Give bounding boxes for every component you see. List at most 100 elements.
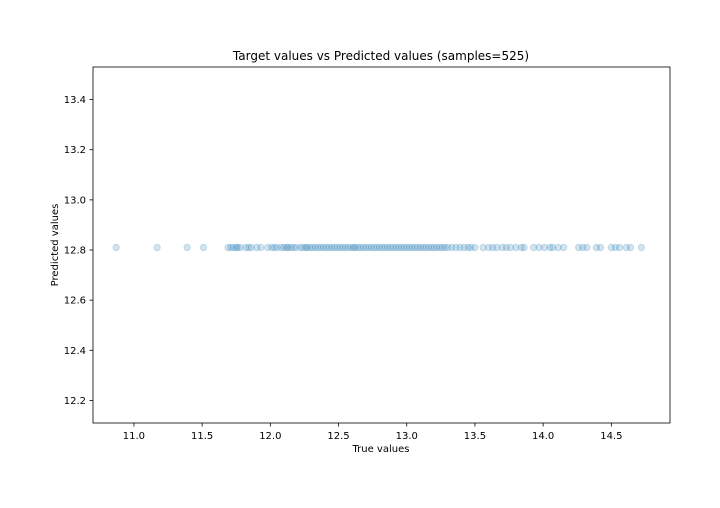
data-point <box>359 243 367 252</box>
data-point <box>338 243 347 252</box>
y-tick-label: 12.8 <box>64 246 86 257</box>
data-point <box>224 243 232 252</box>
data-point <box>351 243 359 252</box>
data-point <box>233 243 242 252</box>
data-point <box>554 243 562 252</box>
data-point <box>392 243 400 252</box>
data-point <box>512 243 520 252</box>
data-point <box>263 243 272 252</box>
data-point <box>347 243 355 252</box>
data-point <box>456 243 464 252</box>
y-axis: 12.2 12.4 12.6 12.8 13.0 13.2 13.4 <box>64 95 93 407</box>
data-point <box>289 243 298 252</box>
data-point <box>314 243 322 252</box>
data-point <box>232 243 240 252</box>
data-point <box>626 243 635 252</box>
data-point <box>427 243 435 252</box>
data-point <box>386 243 395 252</box>
data-point <box>411 243 419 252</box>
data-point <box>596 243 605 252</box>
data-point <box>438 243 446 252</box>
data-point <box>413 243 422 252</box>
data-point <box>112 243 120 252</box>
data-point <box>362 243 370 252</box>
data-point <box>325 243 333 252</box>
data-point <box>574 243 583 252</box>
data-point <box>448 243 456 252</box>
data-point <box>535 243 543 252</box>
data-point <box>306 243 314 252</box>
data-point <box>311 243 320 252</box>
data-point <box>284 243 292 252</box>
data-point <box>344 243 352 252</box>
data-point <box>287 243 295 252</box>
data-point <box>367 243 375 252</box>
data-point <box>397 243 405 252</box>
data-point <box>452 243 460 252</box>
data-point <box>433 243 441 252</box>
data-point <box>277 243 285 252</box>
x-tick-label: 13.0 <box>396 431 418 442</box>
data-point <box>244 243 253 252</box>
data-point <box>637 243 646 252</box>
data-point <box>529 243 538 252</box>
data-point <box>517 243 526 252</box>
data-point <box>408 243 416 252</box>
data-point <box>419 243 427 252</box>
data-point <box>403 243 411 252</box>
data-point <box>471 243 479 252</box>
data-point <box>607 243 616 252</box>
data-point <box>424 243 433 252</box>
data-point <box>356 243 365 252</box>
data-point <box>299 243 307 252</box>
x-tick-label: 11.0 <box>123 431 145 442</box>
data-point <box>484 243 493 252</box>
data-point <box>328 243 336 252</box>
data-point <box>373 243 381 252</box>
data-point <box>615 243 624 252</box>
data-point <box>273 243 281 252</box>
data-point <box>416 243 425 252</box>
data-point <box>270 243 279 252</box>
data-point <box>579 243 587 252</box>
data-point <box>349 243 358 252</box>
data-point <box>506 243 515 252</box>
data-point <box>252 243 261 252</box>
y-axis-label: Predicted values <box>50 204 61 287</box>
data-point <box>435 243 444 252</box>
points-layer <box>112 243 646 252</box>
data-point <box>236 243 245 252</box>
data-point <box>622 243 631 252</box>
x-axis-label: True values <box>352 444 410 455</box>
data-point <box>322 243 330 252</box>
data-point <box>548 243 557 252</box>
data-point <box>383 243 392 252</box>
data-point <box>493 243 501 252</box>
data-point <box>498 243 506 252</box>
data-point <box>227 243 235 252</box>
y-tick-label: 13.0 <box>64 195 86 206</box>
data-point <box>405 243 414 252</box>
data-point <box>319 243 328 252</box>
data-point <box>242 243 250 252</box>
y-tick-label: 12.4 <box>64 346 86 357</box>
data-point <box>479 243 487 252</box>
data-point <box>592 243 601 252</box>
y-tick-label: 12.6 <box>64 296 86 307</box>
data-point <box>394 243 403 252</box>
data-point <box>583 243 591 252</box>
x-tick-label: 12.0 <box>259 431 281 442</box>
plot-frame <box>92 66 671 424</box>
chart-title: Target values vs Predicted values (sampl… <box>232 49 529 63</box>
data-point <box>257 243 265 252</box>
data-point <box>183 243 191 252</box>
data-point <box>247 243 255 252</box>
data-point <box>333 243 341 252</box>
data-point <box>540 243 549 252</box>
x-axis: 11.0 11.5 12.0 12.5 13.0 13.5 14.0 14.5 <box>123 423 622 442</box>
data-point <box>341 243 350 252</box>
data-point <box>370 243 378 252</box>
data-point <box>375 243 384 252</box>
data-point <box>611 243 620 252</box>
